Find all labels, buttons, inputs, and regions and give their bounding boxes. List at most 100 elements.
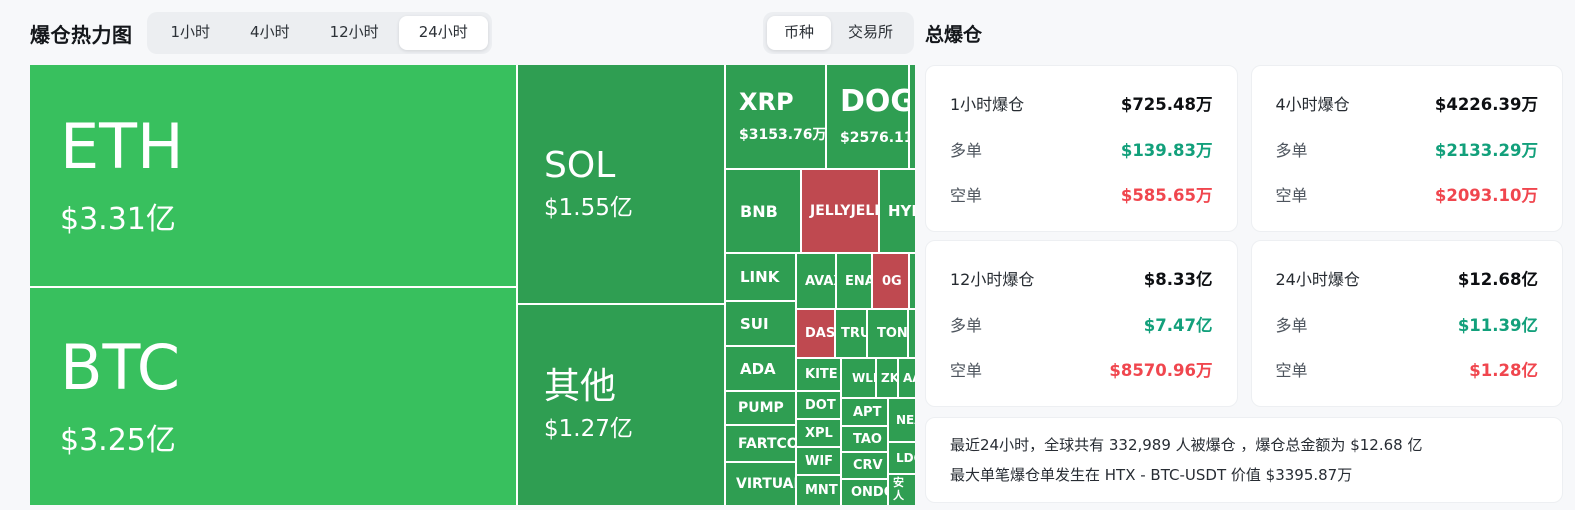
treemap-tile-dash[interactable]: DASH [797, 310, 834, 357]
card-total-value: $12.68亿 [1457, 270, 1538, 289]
card-row: 空单 $1.28亿 [1276, 357, 1539, 381]
card-row: 4小时爆仓 $4226.39万 [1276, 91, 1539, 115]
card-title: 1小时爆仓 [950, 95, 1025, 114]
long-label: 多单 [950, 315, 983, 335]
treemap-tile-zk[interactable]: ZK [877, 359, 897, 397]
summary-card: 最近24小时，全球共有 332,989 人被爆仓 ，爆仓总金额为 $12.68 … [925, 417, 1563, 503]
treemap-tile-安人[interactable]: 安人 [889, 475, 915, 505]
treemap-tile-ondo[interactable]: ONDO [842, 480, 887, 505]
card-total-value: $725.48万 [1120, 95, 1213, 114]
tile-value: $3.25亿 [60, 423, 176, 458]
time-tab-0[interactable]: 1小时 [170, 23, 211, 42]
short-label: 空单 [950, 361, 983, 380]
treemap-tile-其他[interactable]: 其他 $1.27亿 [518, 305, 724, 505]
treemap-tile-wld[interactable]: WLD [842, 359, 875, 397]
total-liquidation-title: 总爆仓 [925, 23, 983, 46]
time-tab-3[interactable]: 24小时 [398, 16, 488, 50]
treemap-tile-hype[interactable]: HYPE [880, 170, 915, 252]
treemap-tile-avax[interactable]: AVAX [797, 254, 835, 308]
tile-label: BTC [60, 331, 181, 404]
treemap-tile-wif[interactable]: WIF [797, 448, 840, 474]
card-row: 1小时爆仓 $725.48万 [950, 91, 1213, 115]
card-row: 多单 $2133.29万 [1276, 137, 1539, 161]
treemap-tile-ada[interactable]: ADA [726, 347, 795, 390]
treemap-tile-ena[interactable]: ENA [837, 254, 871, 308]
time-tab-1[interactable]: 4小时 [250, 23, 290, 42]
liquidation-cards: 1小时爆仓 $725.48万多单 $139.83万空单 $585.65万 4小时爆仓 $4… [925, 65, 1563, 407]
treemap-tile-mnt[interactable]: MNT [797, 476, 840, 505]
treemap-tile-sliver [910, 254, 915, 308]
tile-label: ETH [60, 110, 184, 183]
long-label: 多单 [950, 140, 983, 160]
tile-value: $2576.11万 [840, 129, 908, 146]
treemap-tile-jellyjelly[interactable]: JELLYJELLY [802, 170, 878, 252]
treemap-tile-ton[interactable]: TON [868, 310, 907, 357]
card-title: 24小时爆仓 [1275, 270, 1360, 289]
treemap-tile-trump[interactable]: TRUMP [836, 310, 866, 357]
treemap-tile-eth[interactable]: ETH $3.31亿 [30, 65, 516, 286]
card-total-value: $4226.39万 [1434, 95, 1538, 114]
treemap-tile-pump[interactable]: PUMP [726, 392, 795, 424]
treemap-tile-virtual[interactable]: VIRTUAL [726, 463, 795, 505]
short-value: $2093.10万 [1434, 186, 1538, 205]
treemap-tile-dot[interactable]: DOT [797, 392, 840, 418]
treemap-tile-near[interactable]: NEAR [889, 399, 915, 441]
long-value: $7.47亿 [1143, 315, 1213, 335]
liquidation-card-0: 1小时爆仓 $725.48万多单 $139.83万空单 $585.65万 [925, 65, 1238, 232]
short-value: $8570.96万 [1109, 361, 1213, 380]
card-row: 多单 $11.39亿 [1276, 312, 1539, 336]
view-tab-1[interactable]: 交易所 [847, 23, 893, 42]
short-value: $585.65万 [1120, 186, 1213, 205]
tile-value: $1.27亿 [544, 416, 633, 442]
card-row: 24小时爆仓 $12.68亿 [1276, 266, 1539, 290]
treemap-tile-crv[interactable]: CRV [842, 453, 887, 478]
treemap-tile-tao[interactable]: TAO [842, 427, 887, 451]
page-title: 爆仓热力图 [30, 22, 133, 47]
summary-line-1: 最近24小时，全球共有 332,989 人被爆仓 ，爆仓总金额为 $12.68 … [950, 436, 1423, 454]
view-tabs: 币种 交易所 [762, 12, 914, 54]
card-row: 多单 $139.83万 [950, 137, 1213, 161]
liquidation-card-3: 24小时爆仓 $12.68亿多单 $11.39亿空单 $1.28亿 [1250, 240, 1563, 407]
short-label: 空单 [950, 186, 983, 205]
treemap-tile-link[interactable]: LINK [726, 254, 795, 300]
short-label: 空单 [1275, 361, 1308, 380]
treemap-tile-sol[interactable]: SOL $1.55亿 [518, 65, 724, 303]
treemap-tile-apt[interactable]: APT [842, 399, 887, 425]
treemap-tile-bnb[interactable]: BNB [726, 170, 800, 252]
short-label: 空单 [1275, 186, 1308, 205]
stats-section: 总爆仓 1小时爆仓 $725.48万多单 $139.83万空单 $585.65万 4小时… [925, 10, 1563, 505]
tile-label: XRP [739, 87, 794, 116]
tile-label: 其他 [544, 366, 617, 407]
heatmap-header: 爆仓热力图 1小时 4小时 12小时 24小时 币种 交易所 [30, 10, 915, 56]
liquidation-card-2: 12小时爆仓 $8.33亿多单 $7.47亿空单 $8570.96万 [925, 240, 1238, 407]
card-total-value: $8.33亿 [1143, 270, 1213, 289]
treemap-tile-doge[interactable]: DOGE $2576.11万 [827, 65, 908, 168]
long-value: $11.39亿 [1457, 315, 1538, 335]
treemap-tile-kite[interactable]: KITE [797, 359, 840, 390]
treemap-tile-sui[interactable]: SUI [726, 302, 795, 345]
card-title: 4小时爆仓 [1275, 95, 1350, 114]
tile-value: $3.31亿 [60, 202, 176, 237]
treemap: ETH $3.31亿 BTC $3.25亿 SOL $1.55亿 其他 $1.27亿 XRP $3… [30, 65, 915, 505]
time-tab-2[interactable]: 12小时 [329, 23, 379, 42]
heatmap-section: 爆仓热力图 1小时 4小时 12小时 24小时 币种 交易所 ETH $3.31亿 BTC $… [30, 10, 915, 505]
treemap-tile-xpl[interactable]: XPL [797, 420, 840, 446]
long-label: 多单 [1275, 140, 1308, 160]
card-row: 空单 $8570.96万 [950, 357, 1213, 381]
long-label: 多单 [1275, 315, 1308, 335]
treemap-tile-btc[interactable]: BTC $3.25亿 [30, 288, 516, 505]
treemap-tile-aave[interactable]: AAVE [899, 359, 915, 397]
view-tab-0[interactable]: 币种 [766, 16, 831, 50]
card-title: 12小时爆仓 [950, 270, 1035, 289]
short-value: $1.28亿 [1469, 361, 1538, 380]
summary-line-2: 最大单笔爆仓单发生在 HTX - BTC-USDT 价值 $3395.87万 [950, 466, 1353, 484]
treemap-tile-xrp[interactable]: XRP $3153.76万 [726, 65, 825, 168]
treemap-tile-sliver [909, 310, 915, 357]
card-row: 12小时爆仓 $8.33亿 [950, 266, 1213, 290]
treemap-tile-fartcoin[interactable]: FARTCOIN [726, 426, 795, 461]
tile-label: SOL [544, 145, 616, 186]
treemap-tile-0g[interactable]: 0G [873, 254, 908, 308]
treemap-tile-ldo[interactable]: LDO [889, 443, 915, 473]
stats-header: 总爆仓 [925, 10, 1563, 56]
